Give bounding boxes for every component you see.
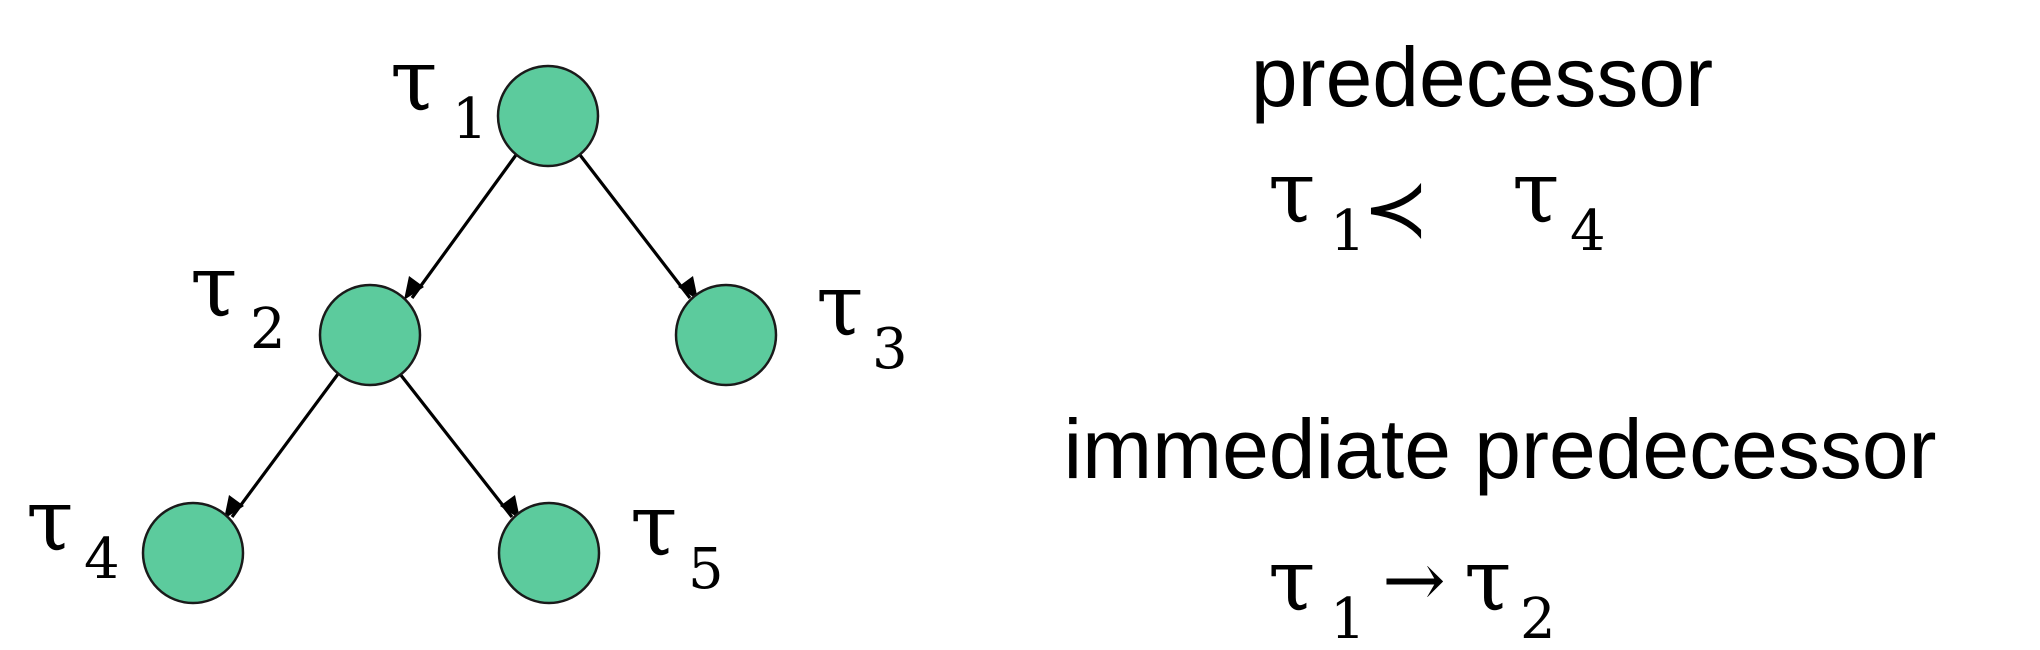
label-t2-subscript: 2 [250, 297, 286, 362]
node-t3 [674, 283, 778, 387]
immediate-right-subscript: 2 [1520, 587, 1556, 650]
label-t3-subscript: 3 [872, 317, 908, 382]
label-t3-symbol: τ [816, 256, 864, 356]
label-t5-symbol: τ [630, 476, 678, 576]
arrowhead-t2 [404, 276, 424, 300]
node-label-group: τ 1 τ 2 τ 3 τ 4 τ 5 [26, 31, 908, 602]
label-t5-subscript: 5 [688, 537, 724, 602]
predecessor-right-symbol: τ [1512, 143, 1560, 243]
node-t4 [141, 501, 245, 605]
label-t1-symbol: τ [390, 31, 438, 131]
arrowhead-t4 [224, 495, 244, 519]
predecessor-definition: predecessor τ 1 ≺ τ 4 [1251, 30, 1713, 264]
label-t4-symbol: τ [26, 471, 74, 571]
immediate-left-subscript: 1 [1330, 587, 1366, 650]
immediate-predecessor-definition: immediate predecessor τ 1 → τ 2 [1063, 402, 1936, 650]
label-t1-subscript: 1 [452, 87, 488, 152]
arrowhead-group [224, 276, 698, 519]
predecessor-left-subscript: 1 [1330, 199, 1366, 264]
arrowhead-t5 [500, 495, 520, 519]
immediate-right-symbol: τ [1464, 531, 1512, 631]
edge-t1-t2 [410, 154, 518, 299]
node-t5 [497, 501, 601, 605]
arrowhead-t3 [678, 276, 698, 300]
label-t2-symbol: τ [190, 237, 238, 337]
node-t2 [318, 283, 422, 387]
immediate-predecessor-heading: immediate predecessor [1063, 402, 1936, 496]
edge-t1-t3 [578, 154, 692, 299]
predecessor-left-symbol: τ [1268, 143, 1316, 243]
predecessor-operator: ≺ [1362, 162, 1429, 255]
predecessor-right-subscript: 4 [1570, 199, 1606, 264]
predecessor-heading: predecessor [1251, 30, 1713, 124]
edge-t2-t4 [230, 373, 340, 518]
immediate-operator: → [1382, 535, 1446, 624]
label-t4-subscript: 4 [84, 527, 120, 592]
immediate-left-symbol: τ [1268, 531, 1316, 631]
edge-group [230, 154, 692, 518]
node-t1 [496, 64, 600, 168]
node-group [141, 64, 778, 605]
edge-t2-t5 [398, 373, 514, 518]
